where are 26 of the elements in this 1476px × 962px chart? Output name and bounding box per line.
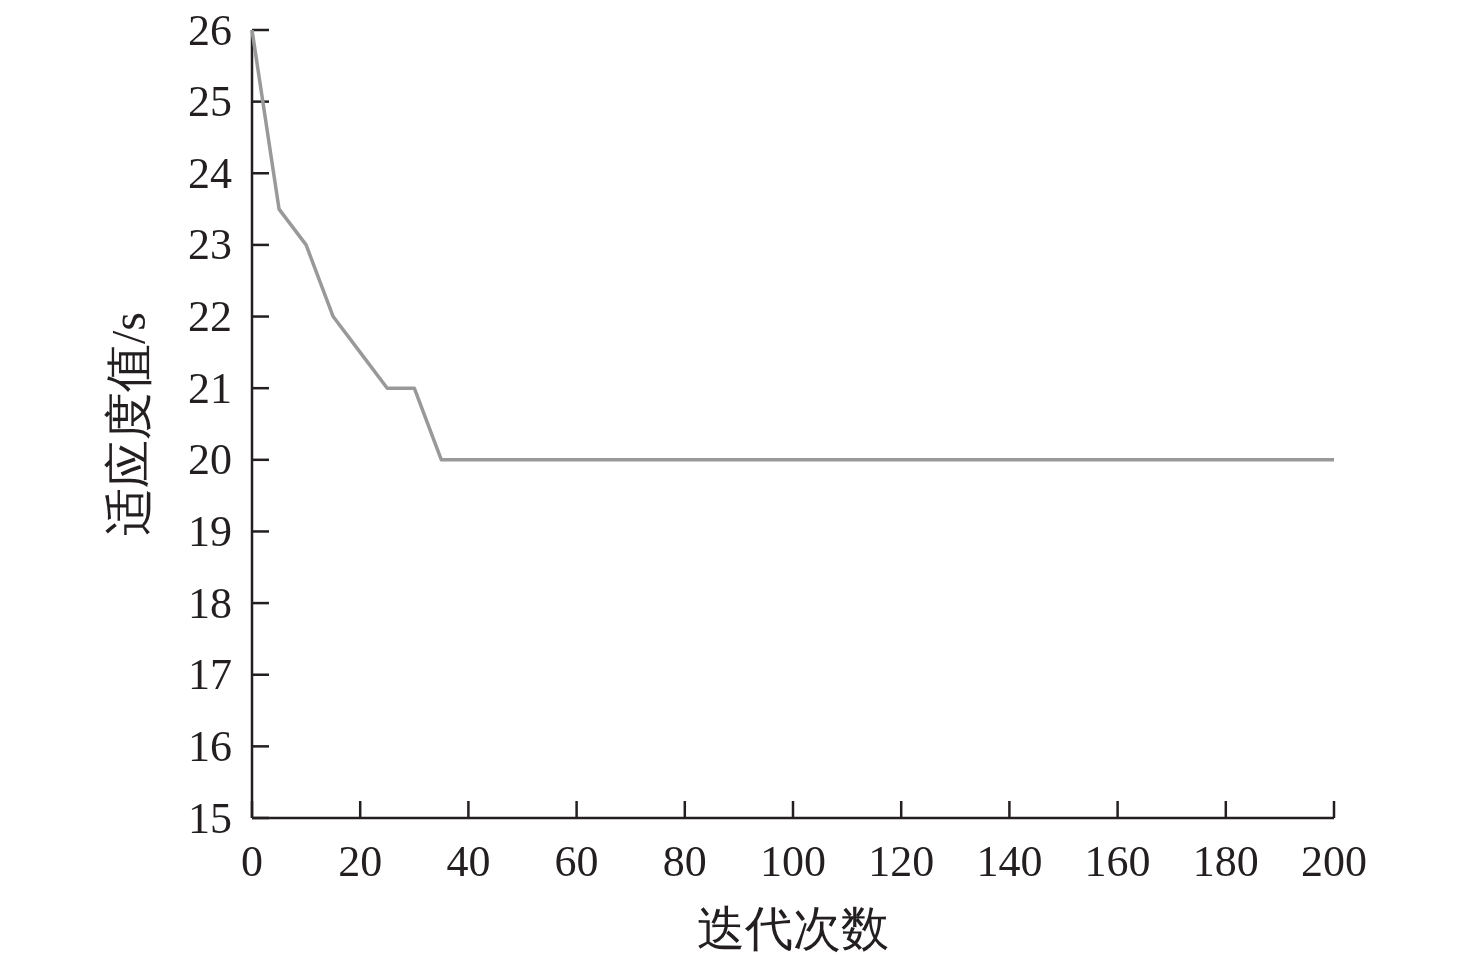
y-tick-label: 15	[188, 793, 232, 843]
y-tick-label: 20	[188, 435, 232, 485]
y-tick-label: 17	[188, 650, 232, 700]
y-tick-label: 24	[188, 148, 232, 198]
y-axis-title: 适应度值/s	[102, 311, 155, 537]
x-tick-label: 180	[1192, 837, 1259, 886]
y-tick-label: 19	[188, 506, 232, 556]
x-tick-label: 80	[662, 837, 707, 886]
x-tick-label: 20	[338, 837, 383, 886]
x-tick-label: 60	[554, 837, 599, 886]
x-axis-title: 迭代次数	[697, 902, 889, 955]
y-tick-label: 25	[188, 77, 232, 127]
x-tick-label: 200	[1301, 837, 1367, 886]
y-tick-label: 18	[188, 578, 232, 628]
y-tick-label: 23	[188, 220, 232, 270]
x-tick-label: 160	[1084, 837, 1151, 886]
y-tick-label: 26	[188, 5, 232, 55]
x-tick-label: 120	[868, 837, 935, 886]
y-tick-label: 22	[188, 292, 232, 342]
x-tick-label: 40	[446, 837, 491, 886]
x-tick-label: 100	[760, 837, 826, 886]
x-tick-label: 0	[241, 837, 263, 886]
y-tick-label: 16	[188, 721, 232, 771]
y-tick-label: 21	[188, 363, 232, 413]
x-tick-label: 140	[976, 837, 1043, 886]
line-series	[250, 28, 1336, 462]
